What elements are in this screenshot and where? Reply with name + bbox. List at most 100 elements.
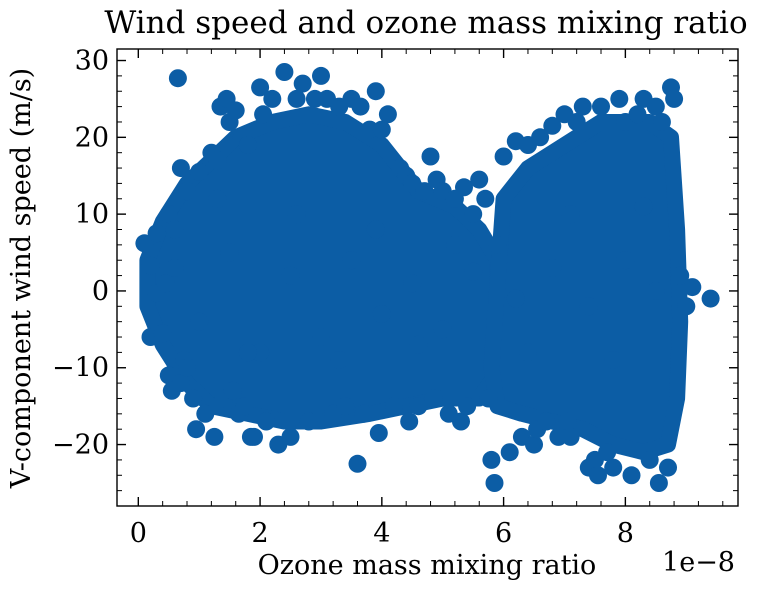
scatter-point — [464, 262, 483, 281]
scatter-point — [165, 220, 184, 239]
scatter-point — [455, 178, 473, 197]
scatter-point — [579, 297, 598, 316]
axis-ticks — [117, 49, 738, 507]
scatter-point — [479, 389, 498, 408]
scatter-point — [184, 389, 203, 408]
scatter-point — [281, 427, 300, 446]
scatter-point — [187, 420, 206, 439]
scatter-point — [598, 443, 617, 462]
scatter-point — [245, 427, 263, 446]
x-tick-label: 6 — [495, 518, 512, 549]
scatter-point — [281, 266, 300, 285]
scatter-point — [263, 89, 282, 108]
scatter-point — [589, 466, 607, 485]
scatter-point — [592, 97, 610, 116]
scatter-point — [470, 170, 489, 189]
scatter-point — [628, 105, 647, 124]
scatter-point — [287, 205, 306, 224]
scatter-point — [153, 324, 172, 343]
scatter-point — [369, 424, 388, 442]
scatter-point — [342, 251, 361, 270]
point-cloud-body-1 — [139, 106, 509, 430]
scatter-point — [168, 69, 187, 88]
scatter-point — [378, 105, 397, 124]
scatter-point — [424, 389, 443, 408]
scatter-point — [573, 97, 592, 116]
scatter-point — [646, 97, 665, 116]
x-tick-label: 2 — [251, 518, 268, 549]
scatter-point — [561, 427, 580, 446]
y-tick-label: 0 — [92, 276, 109, 307]
scatter-point — [634, 197, 653, 216]
scatter-point — [415, 182, 434, 201]
scatter-point — [445, 235, 464, 254]
scatter-point — [531, 128, 550, 147]
scatter-point — [171, 374, 190, 393]
scatter-point — [171, 159, 190, 178]
scatter-point — [622, 466, 641, 485]
scatter-point — [561, 205, 580, 224]
scatter-point — [257, 412, 276, 431]
scatter-point — [235, 397, 254, 416]
y-tick-label: −20 — [52, 430, 109, 461]
scatter-point — [701, 289, 720, 308]
x-axis-label: Ozone mass mixing ratio — [258, 550, 597, 581]
scatter-point — [178, 182, 196, 201]
y-tick-label: 10 — [75, 199, 109, 230]
scatter-point — [238, 343, 257, 362]
scatter-point — [652, 113, 671, 131]
scatter-point — [519, 343, 537, 362]
scatter-point — [677, 297, 696, 316]
scatter-point — [543, 116, 562, 135]
scatter-point — [485, 474, 504, 492]
x-tick-label: 0 — [130, 518, 147, 549]
scatter-point — [141, 256, 160, 275]
scatter-point — [293, 74, 312, 93]
scatter-point — [464, 205, 483, 224]
scatter-point — [500, 443, 519, 462]
scatter-point — [208, 151, 227, 170]
scatter-point — [372, 120, 391, 139]
scatter-point — [671, 266, 690, 285]
y-axis-label: V-component wind speed (m/s) — [6, 68, 37, 489]
scatter-point — [385, 397, 403, 416]
scatter-point — [354, 404, 373, 423]
scatter-point — [649, 474, 668, 492]
scatter-point — [159, 205, 178, 224]
scatter-point — [287, 89, 306, 108]
x-tick-label: 4 — [373, 518, 390, 549]
scatter-point — [220, 243, 239, 262]
scatter-point — [433, 320, 452, 339]
scatter-point — [640, 450, 659, 469]
scatter-point — [147, 224, 166, 243]
scatter-point — [458, 397, 477, 416]
scatter-point — [659, 458, 677, 477]
scatter-point — [482, 450, 501, 469]
scatter-points — [135, 63, 720, 492]
scatter-point — [190, 162, 209, 181]
scatter-point — [400, 412, 419, 431]
scatter-point — [604, 351, 623, 370]
scatter-point — [366, 220, 385, 239]
scatter-point — [254, 105, 273, 124]
scatter-point — [646, 281, 665, 300]
scatter-point — [312, 328, 330, 346]
scatter-point — [348, 454, 367, 473]
y-tick-label: 30 — [75, 46, 109, 77]
y-tick-label: 20 — [75, 122, 109, 153]
scatter-point — [312, 66, 330, 85]
scatter-point — [409, 397, 428, 416]
scatter-point — [567, 113, 586, 131]
scatter-point — [525, 435, 543, 454]
scatter-point — [238, 136, 257, 154]
scatter-point — [372, 305, 391, 323]
scatter-point — [351, 97, 370, 116]
y-tick-label: −10 — [52, 353, 109, 384]
scatter-point — [403, 274, 422, 293]
scatter-point — [665, 89, 684, 108]
scatter-point — [409, 335, 428, 354]
scatter-point — [135, 234, 154, 253]
scatter-point — [366, 82, 385, 101]
scatter-point — [506, 289, 525, 308]
